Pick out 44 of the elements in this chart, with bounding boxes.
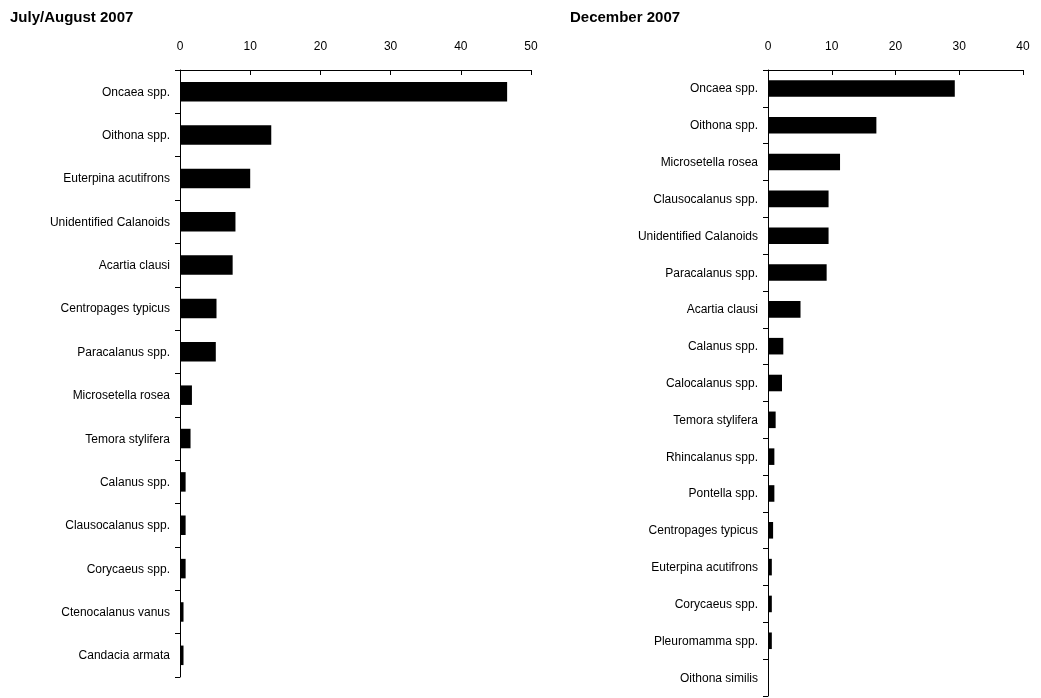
y-tick-label: Paracalanus spp. <box>77 344 170 359</box>
y-tick-label: Centropages typicus <box>648 523 758 538</box>
x-tick-label: 20 <box>888 39 903 53</box>
y-tick-label: Pleuromamma spp. <box>653 633 758 648</box>
x-tick-label: 50 <box>524 39 538 53</box>
y-tick-label: Oithona spp. <box>689 118 758 133</box>
y-tick-label: Acartia clausi <box>98 258 170 273</box>
y-tick-label: Temora stylifera <box>85 431 171 446</box>
y-tick-label: Oncaea spp. <box>101 84 170 99</box>
y-tick-label: Euterpina acutifrons <box>63 171 170 186</box>
y-tick-label: Ctenocalanus vanus <box>61 604 170 619</box>
chart-title: July/August 2007 <box>10 8 134 25</box>
x-tick-label: 40 <box>1016 39 1030 53</box>
y-tick-label: Unidentified Calanoids <box>49 214 170 229</box>
y-tick-label: Unidentified Calanoids <box>637 228 758 243</box>
x-tick-label: 20 <box>313 39 328 53</box>
y-tick-label: Microsetella rosea <box>72 388 171 403</box>
x-tick-label: 10 <box>243 39 258 53</box>
y-tick-label: Oithona similis <box>679 670 758 685</box>
x-tick-label: 30 <box>952 39 967 53</box>
x-tick-label: 0 <box>176 39 184 53</box>
y-tick-label: Paracalanus spp. <box>665 265 758 280</box>
text: December 2007 <box>570 8 681 25</box>
y-tick-label: Oithona spp. <box>101 128 170 143</box>
y-tick-label: Rhincalanus spp. <box>665 449 758 464</box>
y-tick-label: Euterpina acutifrons <box>651 560 758 575</box>
y-tick-label: Pontella spp. <box>688 486 758 501</box>
y-tick-label: Corycaeus spp. <box>674 596 758 611</box>
y-tick-label: Candacia armata <box>78 648 171 663</box>
x-tick-label: 10 <box>825 39 839 53</box>
y-tick-label: Acartia clausi <box>686 302 758 317</box>
y-tick-label: Temora stylifera <box>673 412 759 427</box>
y-tick-label: Clausocalanus spp. <box>65 518 170 533</box>
y-tick-label: Oncaea spp. <box>689 81 758 96</box>
x-tick-label: 0 <box>764 39 772 53</box>
x-tick-label: 40 <box>454 39 468 53</box>
y-tick-label: Centropages typicus <box>60 301 170 316</box>
y-tick-label: Microsetella rosea <box>660 155 759 170</box>
x-tick-label: 30 <box>383 39 398 53</box>
y-tick-label: Calocalanus spp. <box>665 376 758 390</box>
y-tick-label: Corycaeus spp. <box>86 561 170 576</box>
y-tick-label: Calanus spp. <box>687 339 758 354</box>
y-tick-label: Clausocalanus spp. <box>653 191 758 206</box>
y-tick-label: Calanus spp. <box>99 474 170 489</box>
